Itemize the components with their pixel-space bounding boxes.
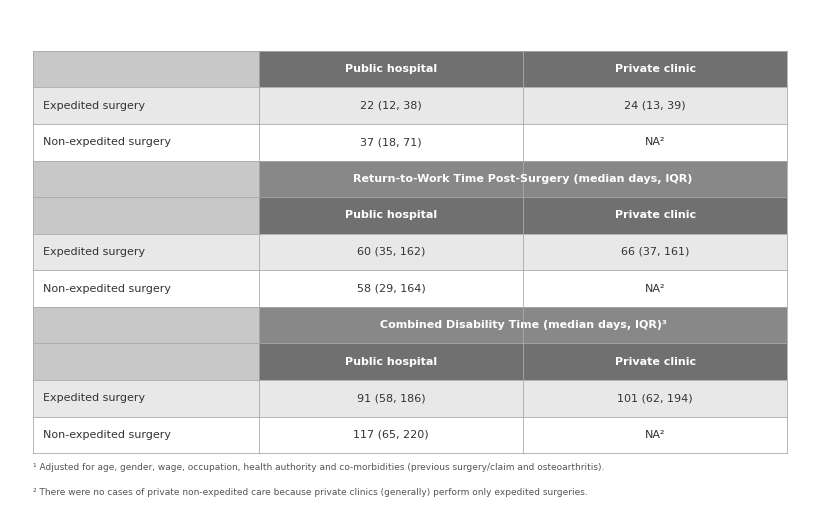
Bar xyxy=(33,270,786,307)
Bar xyxy=(33,417,786,453)
Text: 117 (65, 220): 117 (65, 220) xyxy=(353,430,428,440)
Bar xyxy=(33,307,259,343)
Text: Public hospital: Public hospital xyxy=(345,210,437,220)
Text: Expedited surgery: Expedited surgery xyxy=(43,247,145,257)
Bar xyxy=(33,380,786,417)
Bar xyxy=(33,51,259,87)
Bar xyxy=(33,161,259,197)
Bar xyxy=(33,87,786,124)
Bar xyxy=(259,161,786,197)
Text: Expedited surgery: Expedited surgery xyxy=(43,101,145,111)
Bar xyxy=(523,197,786,234)
Text: ¹ Adjusted for age, gender, wage, occupation, health authority and co-morbiditie: ¹ Adjusted for age, gender, wage, occupa… xyxy=(33,463,604,472)
Bar xyxy=(259,343,523,380)
Bar xyxy=(33,343,259,380)
Text: 22 (12, 38): 22 (12, 38) xyxy=(360,101,422,111)
Text: Non-expedited surgery: Non-expedited surgery xyxy=(43,283,170,294)
Text: Private clinic: Private clinic xyxy=(614,210,695,220)
Bar xyxy=(523,343,786,380)
Text: Public hospital: Public hospital xyxy=(345,357,437,367)
Text: ² There were no cases of private non-expedited care because private clinics (gen: ² There were no cases of private non-exp… xyxy=(33,488,587,497)
Text: Private clinic: Private clinic xyxy=(614,64,695,74)
Bar xyxy=(259,307,786,343)
Bar xyxy=(33,197,259,234)
Bar xyxy=(259,51,523,87)
Text: 101 (62, 194): 101 (62, 194) xyxy=(617,393,692,403)
Text: 24 (13, 39): 24 (13, 39) xyxy=(623,101,686,111)
Text: Non-expedited surgery: Non-expedited surgery xyxy=(43,430,170,440)
Text: NA²: NA² xyxy=(644,430,665,440)
Bar xyxy=(33,234,786,270)
Text: 66 (37, 161): 66 (37, 161) xyxy=(620,247,689,257)
Text: NA²: NA² xyxy=(644,137,665,147)
Text: 37 (18, 71): 37 (18, 71) xyxy=(360,137,422,147)
Text: Non-expedited surgery: Non-expedited surgery xyxy=(43,137,170,147)
Bar xyxy=(33,124,786,161)
Text: Public hospital: Public hospital xyxy=(345,64,437,74)
Text: 60 (35, 162): 60 (35, 162) xyxy=(356,247,425,257)
Text: 58 (29, 164): 58 (29, 164) xyxy=(356,283,425,294)
Text: NA²: NA² xyxy=(644,283,665,294)
Bar xyxy=(259,197,523,234)
Text: Private clinic: Private clinic xyxy=(614,357,695,367)
Bar xyxy=(523,51,786,87)
Text: Combined Disability Time (median days, IQR)³: Combined Disability Time (median days, I… xyxy=(379,320,666,330)
Text: Expedited surgery: Expedited surgery xyxy=(43,393,145,403)
Text: 91 (58, 186): 91 (58, 186) xyxy=(356,393,425,403)
Text: Return-to-Work Time Post-Surgery (median days, IQR): Return-to-Work Time Post-Surgery (median… xyxy=(353,174,692,184)
